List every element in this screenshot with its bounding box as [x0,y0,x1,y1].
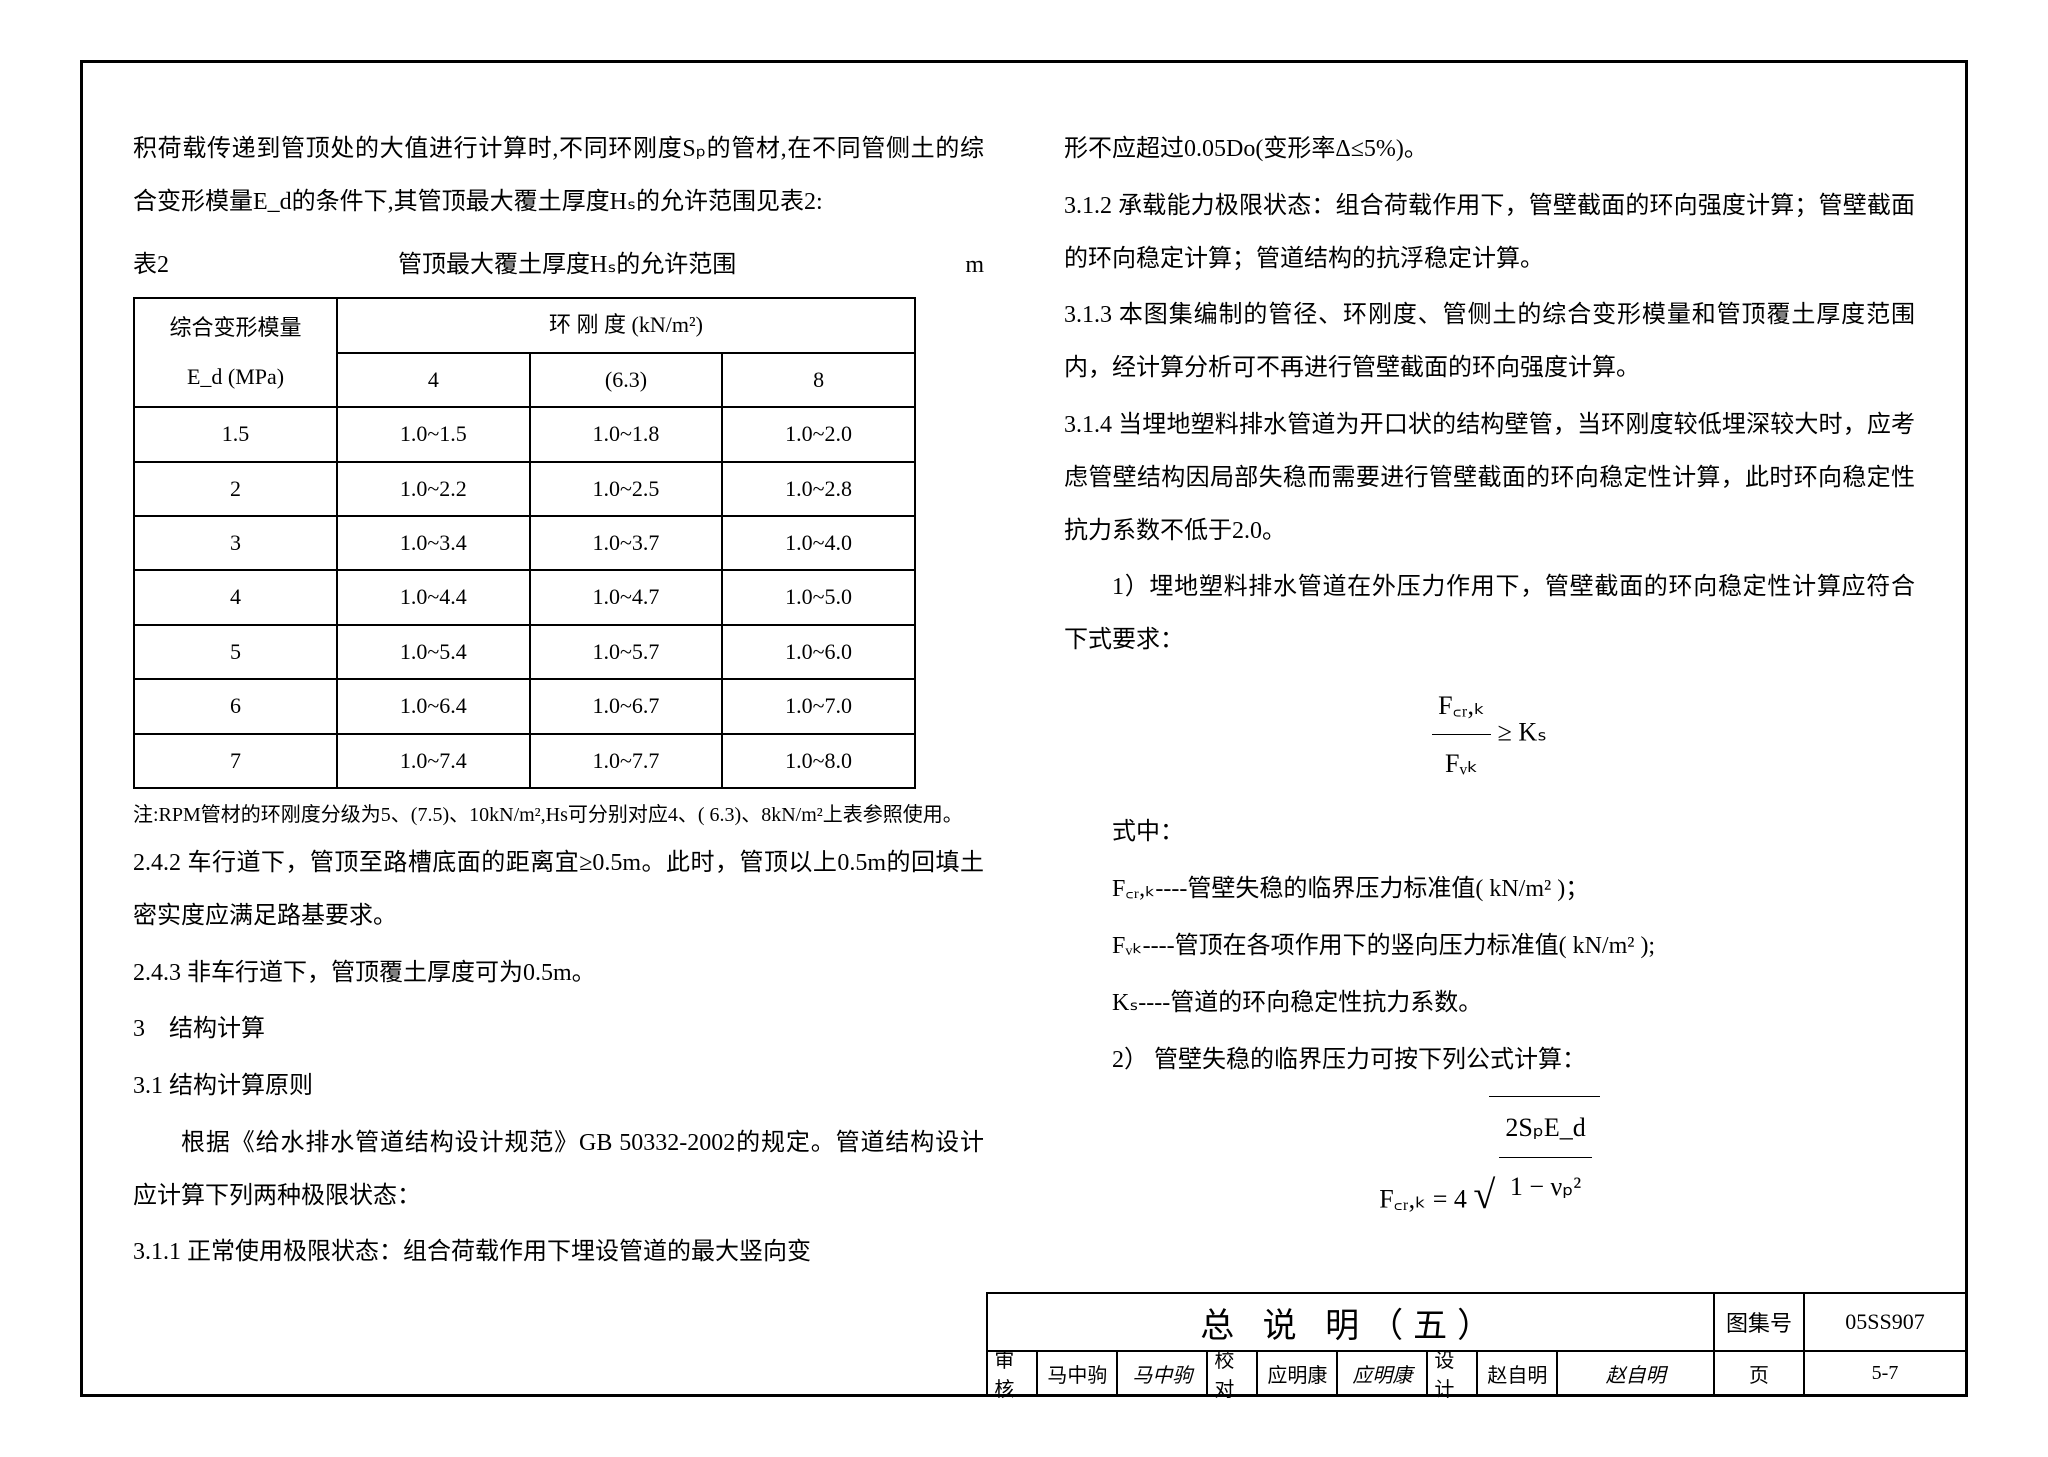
table-cell: 7 [134,734,337,788]
page-frame: 积荷载传递到管顶处的大值进行计算时,不同环刚度Sₚ的管材,在不同管侧土的综合变形… [80,60,1968,1397]
jiaodui-signature: 应明康 [1338,1352,1428,1394]
list-item-2: 2） 管壁失稳的临界压力可按下列公式计算： [1064,1034,1915,1087]
label-shenhe: 审核 [988,1352,1038,1394]
table-cell: 4 [134,570,337,624]
left-column: 积荷载传递到管顶处的大值进行计算时,不同环刚度Sₚ的管材,在不同管侧土的综合变形… [133,123,984,1254]
label-page: 页 [1715,1352,1805,1394]
para-3-1-body: 根据《给水排水管道结构设计规范》GB 50332-2002的规定。管道结构设计应… [133,1117,984,1223]
table-cell: 1.0~2.0 [722,407,915,461]
th-col-8: 8 [722,353,915,407]
table-cell: 1.0~4.7 [530,570,723,624]
table-cell: 1.0~6.0 [722,625,915,679]
table-row: 71.0~7.41.0~7.71.0~8.0 [134,734,915,788]
formula2-denominator: 1 − νₚ² [1499,1158,1591,1215]
table-cell: 1.0~6.7 [530,679,723,733]
table-cell: 1.0~7.7 [530,734,723,788]
table-cell: 1.0~3.7 [530,516,723,570]
table-row: 1.51.0~1.51.0~1.81.0~2.0 [134,407,915,461]
table-cell: 1.0~6.4 [337,679,530,733]
table-cell: 1.0~5.0 [722,570,915,624]
table-cell: 1.0~4.0 [722,516,915,570]
table-cell: 2 [134,462,337,516]
formula-1: F꜀ᵣ,ₖ Fᵥₖ ≥ Kₛ [1064,677,1915,792]
th-modulus-top: 综合变形模量 [170,315,302,340]
formula1-numerator: F꜀ᵣ,ₖ [1432,677,1491,735]
table-row: 31.0~3.41.0~3.71.0~4.0 [134,516,915,570]
where-label: 式中： [1064,806,1915,859]
label-jiaodui: 校对 [1208,1352,1258,1394]
para-2-4-2: 2.4.2 车行道下，管顶至路槽底面的距离宜≥0.5m。此时，管顶以上0.5m的… [133,837,984,943]
table-cell: 1.0~1.8 [530,407,723,461]
shenhe-name: 马中驹 [1038,1352,1118,1394]
formula-2: F꜀ᵣ,ₖ = 4 2SₚE_d 1 − νₚ² [1064,1096,1915,1228]
sheji-name: 赵自明 [1478,1352,1558,1394]
table2-title: 管顶最大覆土厚度Hₛ的允许范围 [398,239,736,292]
label-sheji: 设计 [1428,1352,1478,1394]
para-3-1-1: 3.1.1 正常使用极限状态：组合荷载作用下埋设管道的最大竖向变 [133,1226,984,1279]
th-col-63: (6.3) [530,353,723,407]
para-cont: 形不应超过0.05Do(变形率Δ≤5%)。 [1064,123,1915,176]
label-tujihao: 图集号 [1715,1294,1805,1350]
table-cell: 6 [134,679,337,733]
table-cell: 1.0~4.4 [337,570,530,624]
table-cell: 5 [134,625,337,679]
value-tujihao: 05SS907 [1805,1294,1965,1350]
table2-unit: m [965,239,984,292]
table-cell: 1.0~2.8 [722,462,915,516]
jiaodui-name: 应明康 [1258,1352,1338,1394]
table2-label: 表2 [133,239,169,292]
table2: 综合变形模量 E_d (MPa) 环 刚 度 (kN/m²) 4 (6.3) 8… [133,297,916,789]
table-cell: 1.0~5.4 [337,625,530,679]
para-3-1-2: 3.1.2 承载能力极限状态：组合荷载作用下，管壁截面的环向强度计算；管壁截面的… [1064,180,1915,286]
formula1-rhs: ≥ Kₛ [1498,718,1547,747]
right-column: 形不应超过0.05Do(变形率Δ≤5%)。 3.1.2 承载能力极限状态：组合荷… [1064,123,1915,1254]
table-cell: 1.0~5.7 [530,625,723,679]
def-fcrk: F꜀ᵣ,ₖ----管壁失稳的临界压力标准值( kN/m² )； [1064,863,1915,916]
table-cell: 1.0~2.2 [337,462,530,516]
table-cell: 1.0~1.5 [337,407,530,461]
para-3-1-4: 3.1.4 当埋地塑料排水管道为开口状的结构壁管，当环刚度较低埋深较大时，应考虑… [1064,399,1915,557]
value-page: 5-7 [1805,1352,1965,1394]
shenhe-signature: 马中驹 [1118,1352,1208,1394]
table-row: 21.0~2.21.0~2.51.0~2.8 [134,462,915,516]
heading-3: 3 结构计算 [133,1003,984,1056]
table-cell: 1.0~3.4 [337,516,530,570]
heading-3-1: 3.1 结构计算原则 [133,1060,984,1113]
th-modulus-bot: E_d (MPa) [187,364,284,389]
content-columns: 积荷载传递到管顶处的大值进行计算时,不同环刚度Sₚ的管材,在不同管侧土的综合变形… [133,123,1915,1254]
table-cell: 1.5 [134,407,337,461]
th-col-4: 4 [337,353,530,407]
table2-note: 注:RPM管材的环刚度分级为5、(7.5)、10kN/m²,Hs可分别对应4、(… [133,797,984,833]
table-cell: 1.0~8.0 [722,734,915,788]
table-cell: 3 [134,516,337,570]
list-item-1: 1）埋地塑料排水管道在外压力作用下，管壁截面的环向稳定性计算应符合下式要求： [1064,561,1915,667]
para-2-4-3: 2.4.3 非车行道下，管顶覆土厚度可为0.5m。 [133,947,984,1000]
def-ks: Kₛ----管道的环向稳定性抗力系数。 [1064,977,1915,1030]
table-cell: 1.0~2.5 [530,462,723,516]
th-modulus: 综合变形模量 E_d (MPa) [134,298,337,407]
sheji-signature: 赵自明 [1558,1352,1715,1394]
table-row: 61.0~6.41.0~6.71.0~7.0 [134,679,915,733]
table-cell: 1.0~7.4 [337,734,530,788]
para-3-1-3: 3.1.3 本图集编制的管径、环刚度、管侧土的综合变形模量和管顶覆土厚度范围内，… [1064,289,1915,395]
formula2-lhs: F꜀ᵣ,ₖ = 4 [1379,1185,1467,1214]
formula2-numerator: 2SₚE_d [1499,1099,1591,1157]
def-fvk: Fᵥₖ----管顶在各项作用下的竖向压力标准值( kN/m² ); [1064,920,1915,973]
table-row: 41.0~4.41.0~4.71.0~5.0 [134,570,915,624]
para-intro: 积荷载传递到管顶处的大值进行计算时,不同环刚度Sₚ的管材,在不同管侧土的综合变形… [133,123,984,229]
table-row: 51.0~5.41.0~5.71.0~6.0 [134,625,915,679]
drawing-title: 总 说 明（五） [988,1294,1715,1350]
th-stiffness: 环 刚 度 (kN/m²) [337,298,915,352]
formula1-denominator: Fᵥₖ [1432,735,1491,792]
table-cell: 1.0~7.0 [722,679,915,733]
table2-caption: 表2 管顶最大覆土厚度Hₛ的允许范围 m [133,239,984,292]
title-block: 总 说 明（五） 图集号 05SS907 审核 马中驹 马中驹 校对 应明康 应… [986,1292,1965,1394]
